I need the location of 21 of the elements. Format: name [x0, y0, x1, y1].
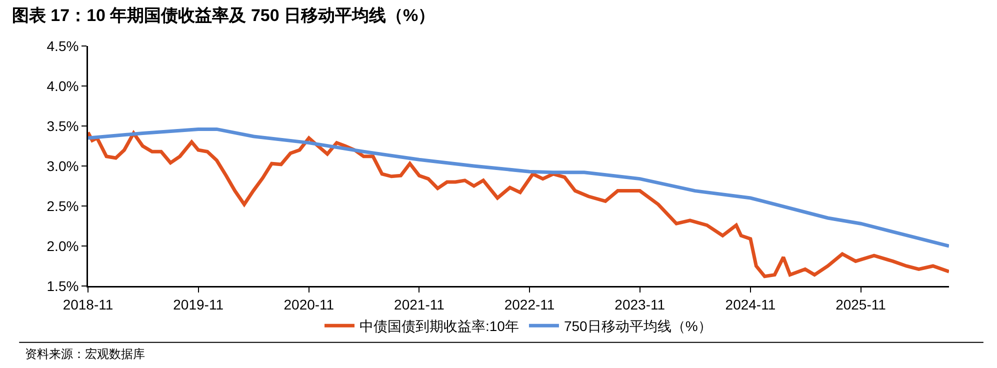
line-series	[88, 127, 949, 248]
legend-label: 中债国债到期收益率:10年	[360, 318, 519, 334]
text: 资料来源：宏观数据库	[25, 347, 145, 361]
x-tick-label: 2023-11	[614, 296, 666, 312]
x-tick-label: 2024-11	[725, 296, 776, 312]
y-tick-label: 2.0%	[46, 238, 79, 254]
x-tick-label: 2019-11	[173, 296, 224, 312]
y-tick-label: 4.5%	[46, 38, 79, 54]
y-tick-label: 3.0%	[46, 158, 79, 174]
y-tick-label: 2.5%	[46, 198, 79, 214]
y-tick-label: 4.0%	[46, 78, 79, 94]
x-tick-label: 2018-11	[62, 296, 114, 312]
x-tick-label: 2020-11	[284, 296, 334, 312]
x-tick-label: 2025-11	[836, 296, 886, 312]
y-tick-label: 3.5%	[46, 118, 79, 134]
line-series	[88, 130, 949, 278]
x-tick-label: 2022-11	[504, 296, 555, 312]
legend-label: 750日移动平均线（%）	[564, 318, 712, 334]
chart-title: 图表 17：10 年期国债收益率及 750 日移动平均线（%）	[12, 6, 436, 26]
x-tick-label: 2021-11	[394, 296, 445, 312]
y-tick-label: 1.5%	[46, 278, 79, 294]
